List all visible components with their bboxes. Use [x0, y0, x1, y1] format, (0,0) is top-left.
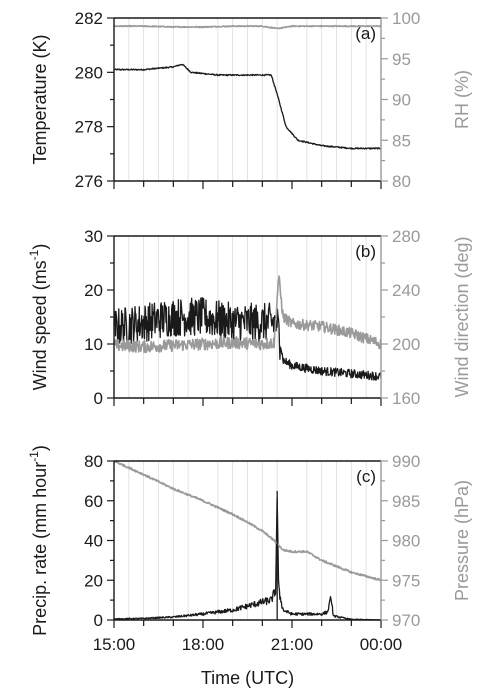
x-tick-label: 00:00	[360, 635, 403, 654]
x-tick-label: 18:00	[182, 635, 225, 654]
series-left-line	[113, 63, 382, 150]
left-tick-label: 80	[84, 452, 103, 471]
left-tick-label: 20	[84, 281, 103, 300]
right-tick-label: 85	[392, 131, 411, 150]
series-right-line	[113, 24, 382, 30]
right-tick-label: 970	[392, 611, 420, 630]
right-axis-label: RH (%)	[452, 70, 472, 129]
panel-label: (c)	[356, 467, 376, 486]
right-tick-label: 95	[392, 50, 411, 69]
right-tick-label: 985	[392, 492, 420, 511]
left-axis-label: Temperature (K)	[30, 34, 50, 164]
right-tick-label: 975	[392, 571, 420, 590]
left-tick-label: 10	[84, 335, 103, 354]
left-axis-label: Wind speed (ms-1)	[27, 244, 50, 391]
x-tick-label: 15:00	[93, 635, 136, 654]
left-tick-label: 20	[84, 571, 103, 590]
series-right-line	[113, 460, 382, 582]
right-tick-label: 80	[392, 172, 411, 191]
panel-b: 0 10 20 30 160 200 240 280 (b) Wind speed (ms-1) W…	[27, 227, 472, 408]
right-tick-label: 990	[392, 452, 420, 471]
left-tick-label: 60	[84, 492, 103, 511]
right-axis-label: Wind direction (deg)	[452, 236, 472, 397]
right-tick-label: 200	[392, 335, 420, 354]
left-tick-label: 0	[94, 389, 103, 408]
left-tick-label: 40	[84, 532, 103, 551]
left-axis-label: Precip. rate (mm hour-1)	[27, 445, 50, 636]
x-tick-label: 21:00	[271, 635, 314, 654]
right-tick-label: 240	[392, 281, 420, 300]
panel-c: 0 20 40 60 80 970 975 980 985 990 (c) Precip. rate …	[27, 445, 472, 688]
right-tick-label: 280	[392, 227, 420, 246]
left-tick-label: 278	[75, 118, 103, 137]
right-tick-label: 160	[392, 389, 420, 408]
left-tick-label: 282	[75, 9, 103, 28]
right-tick-label: 100	[392, 9, 420, 28]
series-left-line	[113, 297, 382, 381]
right-tick-label: 980	[392, 532, 420, 551]
series-right-line	[113, 275, 382, 354]
left-tick-label: 276	[75, 172, 103, 191]
left-tick-label: 0	[94, 611, 103, 630]
x-axis-label: Time (UTC)	[201, 668, 294, 688]
panel-label: (b)	[355, 242, 376, 261]
panel-a: 276 278 280 282 80 85 90 95 100 (a) Temperature (K…	[30, 9, 472, 191]
left-tick-label: 280	[75, 63, 103, 82]
series-left-line	[113, 497, 382, 621]
right-axis-label: Pressure (hPa)	[452, 480, 472, 601]
left-tick-label: 30	[84, 227, 103, 246]
panel-label: (a)	[355, 24, 376, 43]
right-tick-label: 90	[392, 91, 411, 110]
